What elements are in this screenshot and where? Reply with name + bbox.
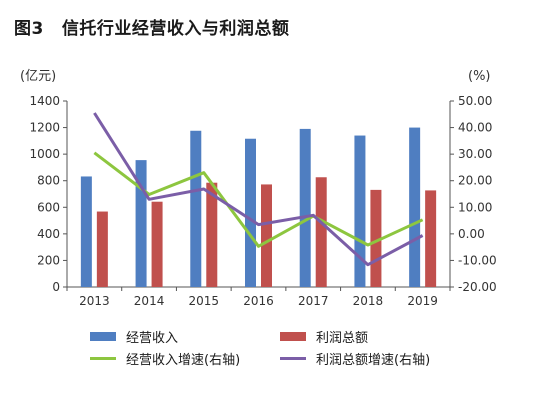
revenue-bar bbox=[190, 130, 202, 287]
right-axis-unit: (%) bbox=[468, 69, 491, 84]
profit-bar bbox=[425, 190, 437, 287]
x-tick-label: 2019 bbox=[407, 294, 438, 308]
x-tick-label: 2015 bbox=[189, 294, 220, 308]
right-tick-label: 40.00 bbox=[458, 121, 492, 135]
profit-growth-line bbox=[93, 112, 424, 267]
x-tick-label: 2016 bbox=[243, 294, 274, 308]
figure-title-text: 信托行业经营收入与利润总额 bbox=[61, 19, 290, 39]
revenue-bar bbox=[299, 128, 311, 287]
profit-bar bbox=[151, 201, 163, 287]
right-tick-label: 50.00 bbox=[458, 94, 492, 108]
profit-bar bbox=[370, 189, 382, 287]
revenue-bar bbox=[354, 135, 366, 287]
chart-title: 图3 信托行业经营收入与利润总额 bbox=[14, 14, 289, 39]
left-tick-label: 800 bbox=[37, 174, 60, 188]
profit-bar bbox=[315, 177, 327, 287]
x-tick-label: 2017 bbox=[298, 294, 329, 308]
left-tick-label: 1400 bbox=[29, 94, 60, 108]
right-tick-label: 30.00 bbox=[458, 147, 492, 161]
x-tick-label: 2014 bbox=[134, 294, 165, 308]
revenue-growth-line bbox=[93, 151, 424, 248]
revenue-bar bbox=[80, 176, 92, 287]
left-axis-unit: (亿元) bbox=[20, 69, 56, 84]
revenue-bar bbox=[135, 160, 147, 287]
left-tick-label: 200 bbox=[37, 253, 60, 267]
left-tick-label: 0 bbox=[52, 280, 60, 294]
revenue-bar bbox=[245, 138, 256, 287]
left-tick-label: 600 bbox=[37, 200, 60, 214]
right-tick-label: 20.00 bbox=[458, 174, 492, 188]
right-tick-label: 0.00 bbox=[458, 227, 485, 241]
figure-number: 图3 bbox=[14, 19, 44, 39]
revenue-bar bbox=[409, 127, 421, 287]
x-tick-label: 2018 bbox=[353, 294, 384, 308]
right-tick-label: 10.00 bbox=[458, 200, 492, 214]
left-tick-label: 400 bbox=[37, 227, 60, 241]
left-tick-label: 1200 bbox=[29, 121, 60, 135]
left-tick-label: 1000 bbox=[29, 147, 60, 161]
profit-bar bbox=[261, 184, 272, 287]
profit-bar bbox=[96, 211, 108, 287]
right-tick-label: -20.00 bbox=[458, 280, 497, 294]
profit-bar bbox=[206, 182, 218, 287]
right-tick-label: -10.00 bbox=[458, 253, 497, 267]
x-tick-label: 2013 bbox=[79, 294, 110, 308]
